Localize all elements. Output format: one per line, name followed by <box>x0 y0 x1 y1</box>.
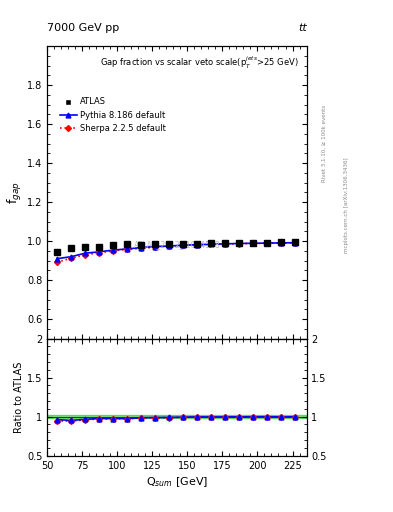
Y-axis label: f$_{gap}$: f$_{gap}$ <box>6 181 24 204</box>
Bar <box>47 415 307 418</box>
Text: Gap fraction vs scalar veto scale(p$_T^{jets}$>25 GeV): Gap fraction vs scalar veto scale(p$_T^{… <box>100 55 299 71</box>
Text: 7000 GeV pp: 7000 GeV pp <box>47 23 119 33</box>
Text: tt: tt <box>298 23 307 33</box>
Y-axis label: Ratio to ATLAS: Ratio to ATLAS <box>14 361 24 433</box>
X-axis label: Q$_{sum}$ [GeV]: Q$_{sum}$ [GeV] <box>146 475 208 488</box>
Legend: ATLAS, Pythia 8.186 default, Sherpa 2.2.5 default: ATLAS, Pythia 8.186 default, Sherpa 2.2.… <box>57 94 169 136</box>
Text: mcplots.cern.ch [arXiv:1306.3436]: mcplots.cern.ch [arXiv:1306.3436] <box>344 157 349 252</box>
Text: Rivet 3.1.10, ≥ 100k events: Rivet 3.1.10, ≥ 100k events <box>322 105 327 182</box>
Text: ATLAS_2012_I1094568: ATLAS_2012_I1094568 <box>134 241 220 249</box>
